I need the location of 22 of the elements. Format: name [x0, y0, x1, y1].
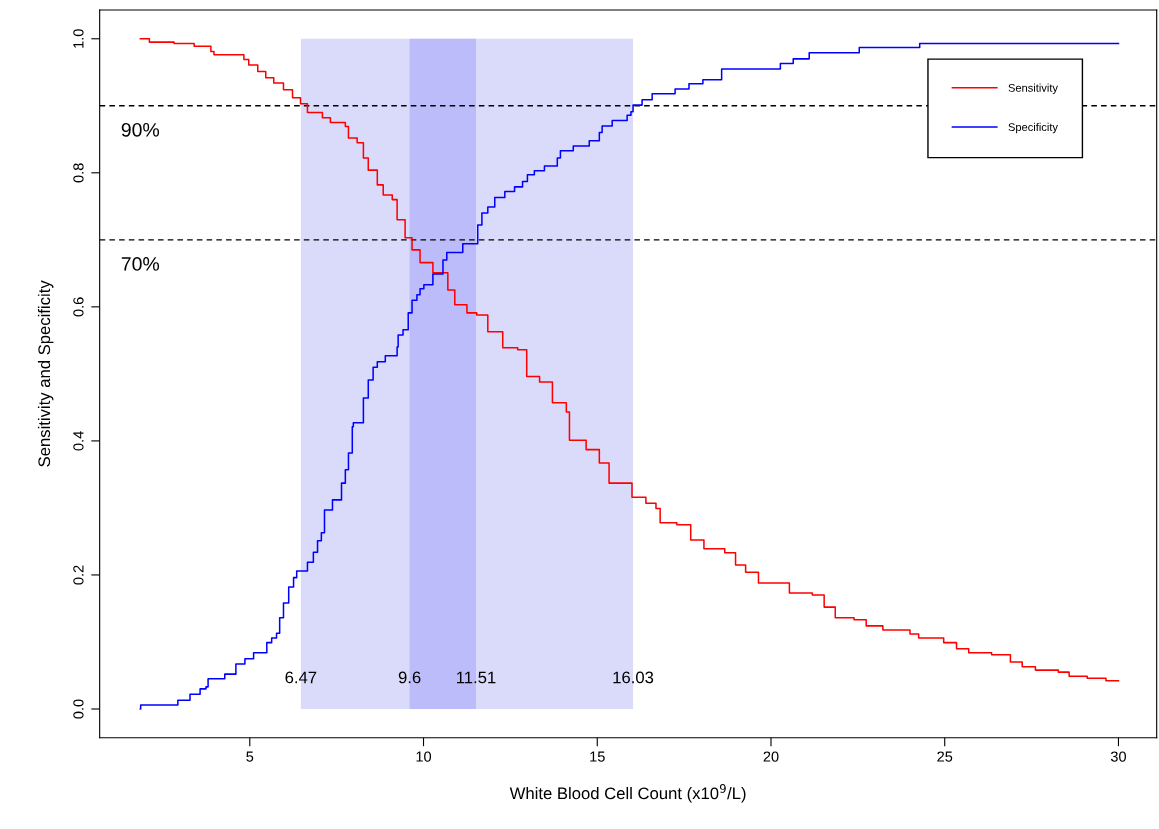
legend-label: Specificity — [1008, 122, 1058, 134]
annotation: 9.6 — [398, 671, 421, 684]
ref-line-label: 70% — [121, 257, 160, 271]
y-tick-label: 0.6 — [73, 297, 84, 317]
y-tick-label: 0.4 — [73, 431, 84, 451]
x-tick-label: 15 — [590, 751, 605, 762]
y-axis-title: Sensitivity and Specificity — [37, 280, 54, 467]
annotation: 11.51 — [457, 671, 496, 684]
y-tick-label: 0.0 — [73, 699, 84, 719]
annotation: 6.47 — [285, 671, 317, 684]
y-tick-label: 0.8 — [73, 163, 84, 183]
x-tick-label: 25 — [937, 751, 953, 762]
legend-label: Sensitivity — [1008, 83, 1058, 94]
x-tick-label: 10 — [416, 751, 432, 762]
y-tick-label: 0.2 — [73, 565, 84, 585]
x-tick-label: 20 — [763, 751, 779, 762]
x-axis-title: White Blood Cell Count (x10$^{9}$/L) — [509, 784, 746, 803]
x-tick-label: 30 — [1110, 751, 1126, 762]
x-tick-label: 5 — [246, 751, 254, 762]
annotation: 16.03 — [613, 671, 654, 684]
y-tick-label: 1.0 — [73, 29, 84, 48]
ref-line-label: 90% — [121, 122, 160, 137]
